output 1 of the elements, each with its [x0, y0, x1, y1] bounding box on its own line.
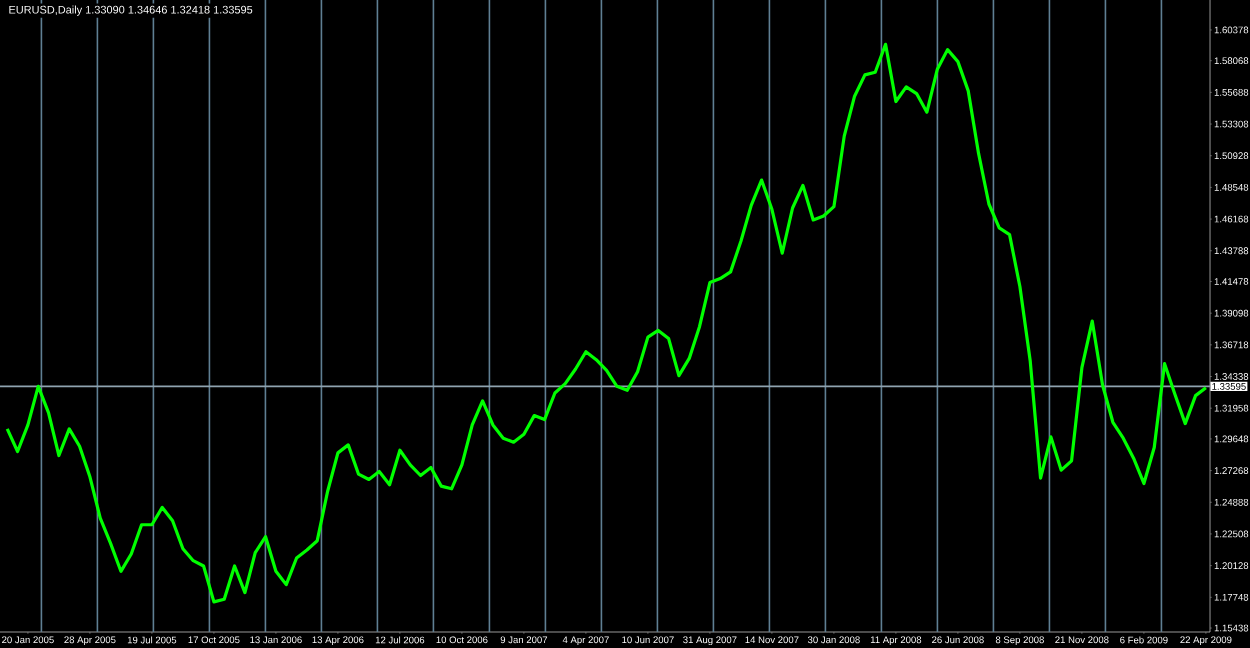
line-series — [5, 42, 1208, 604]
